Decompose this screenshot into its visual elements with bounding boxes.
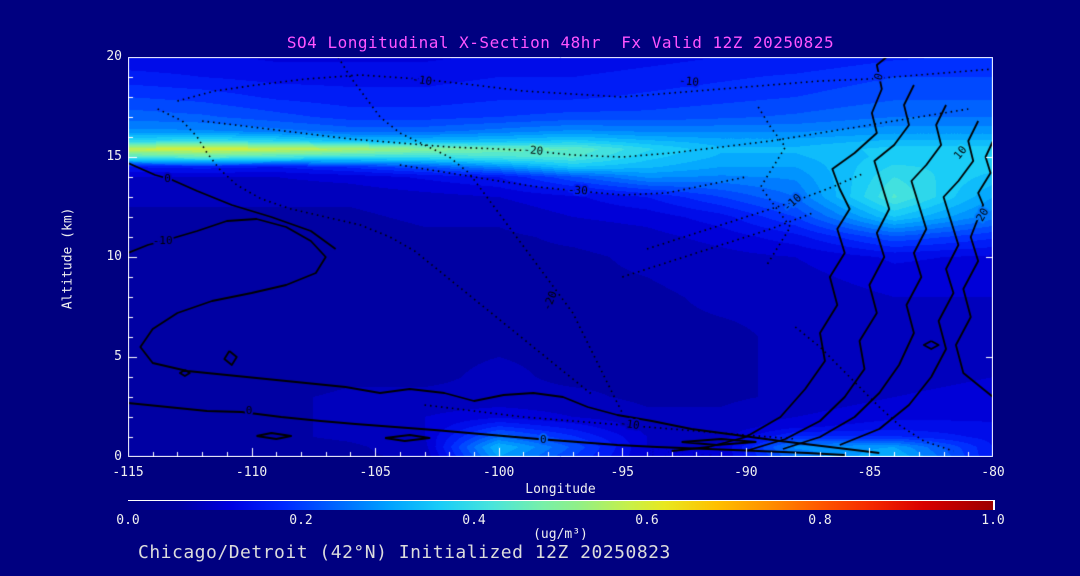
xsection-plot-canvas xyxy=(128,57,993,457)
y-tick-label: 20 xyxy=(106,49,122,64)
x-axis-label: Longitude xyxy=(525,482,596,497)
colorbar-tick-label: 0.4 xyxy=(462,513,486,528)
y-tick-label: 0 xyxy=(114,449,122,464)
y-tick-label: 5 xyxy=(114,349,122,364)
x-tick-label: -110 xyxy=(235,465,268,480)
y-axis-label: Altitude (km) xyxy=(60,207,76,310)
colorbar-tick-label: 0.8 xyxy=(808,513,832,528)
x-tick-label: -80 xyxy=(981,465,1005,480)
y-tick-label: 15 xyxy=(106,149,122,164)
x-tick-label: -115 xyxy=(112,465,144,480)
x-tick-label: -105 xyxy=(359,465,391,480)
chart-title: SO4 Longitudinal X-Section 48hr Fx Valid… xyxy=(286,33,835,52)
y-tick-label: 10 xyxy=(106,249,122,264)
x-tick-label: -95 xyxy=(610,465,635,480)
x-tick-label: -90 xyxy=(734,465,758,480)
colorbar-tick-label: 0.6 xyxy=(635,513,659,528)
colorbar-tick-label: 1.0 xyxy=(981,513,1005,528)
x-tick-label: -85 xyxy=(857,465,882,480)
x-tick-label: -100 xyxy=(483,465,515,480)
colorbar xyxy=(128,500,995,510)
colorbar-tick-label: 0.2 xyxy=(289,513,313,528)
colorbar-tick-label: 0.0 xyxy=(116,513,140,528)
init-caption: Chicago/Detroit (42°N) Initialized 12Z 2… xyxy=(138,542,671,563)
colorbar-units-label: (ug/m³) xyxy=(533,527,588,542)
